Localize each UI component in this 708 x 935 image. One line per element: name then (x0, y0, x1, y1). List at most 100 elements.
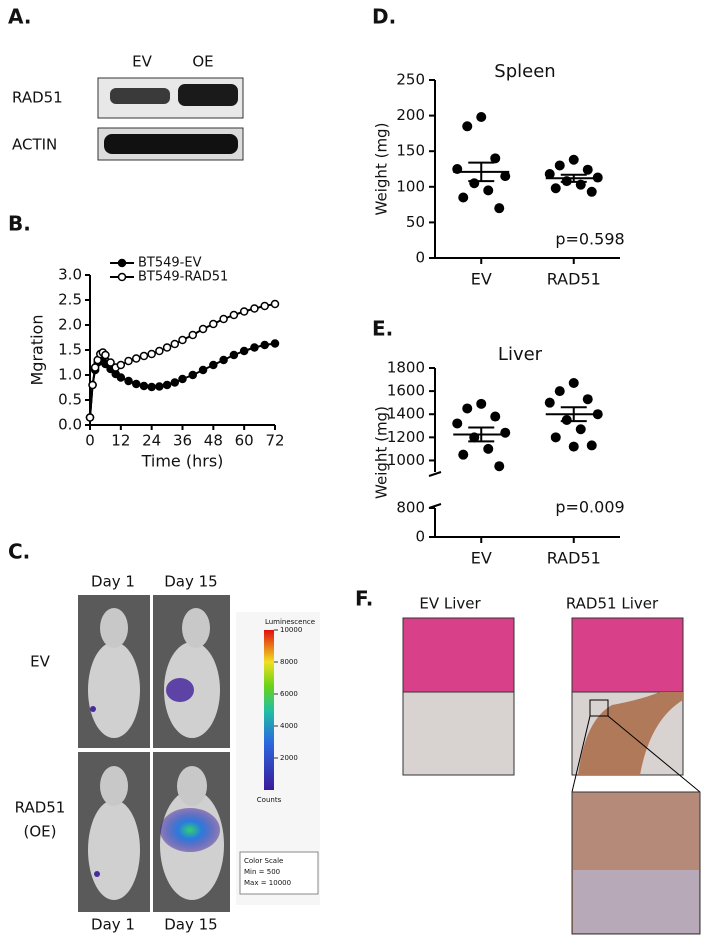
chart-title: Spleen (494, 61, 555, 82)
point (582, 394, 593, 405)
y-axis-label: Mgration (28, 315, 47, 386)
y-tick-label: 2.0 (58, 316, 82, 334)
point (568, 154, 579, 165)
legend-marker (117, 272, 127, 282)
colorbar-tick-label: 4000 (280, 722, 298, 730)
y-tick-label: 3.0 (58, 266, 82, 284)
point (162, 343, 172, 352)
point (124, 356, 133, 366)
column-label: Day 1 (91, 916, 135, 934)
y-tick-label: 1.5 (58, 341, 82, 359)
point (270, 299, 280, 309)
x-tick-label: 36 (173, 432, 192, 450)
legend-label: BT549-EV (138, 256, 202, 271)
point (170, 339, 180, 349)
y-tick-label: 2.5 (58, 291, 82, 309)
point (483, 443, 494, 454)
point (586, 186, 597, 197)
point (462, 403, 473, 414)
y-axis-label: Weight (mg) (373, 406, 391, 499)
colorbar-tick-label: 8000 (280, 658, 298, 666)
column-label: EV Liver (419, 595, 481, 613)
point (550, 183, 561, 194)
point (544, 168, 555, 179)
blot (97, 77, 244, 161)
point (561, 415, 572, 425)
error-bar (560, 406, 587, 423)
point (250, 304, 259, 313)
legend-label: BT549-RAD51 (138, 270, 228, 285)
point (132, 379, 141, 389)
mouse-images (78, 595, 230, 912)
x-tick-label: 0 (85, 432, 95, 450)
point (575, 424, 586, 435)
point (568, 378, 579, 389)
point (209, 360, 218, 370)
y-tick-label: 200 (396, 106, 425, 124)
point (500, 171, 511, 182)
y-tick-label: 0.0 (58, 416, 82, 434)
colorbar-tick-label: 2000 (280, 754, 298, 762)
colorbar-panel (236, 612, 320, 905)
y-axis-label: Weight (mg) (373, 123, 391, 216)
point (490, 153, 501, 164)
point (494, 203, 505, 214)
y-tick-label: 250 (396, 71, 425, 89)
x-tick-label: 72 (265, 432, 284, 450)
point (219, 355, 228, 365)
point (260, 301, 269, 311)
point (198, 365, 208, 375)
point (209, 319, 218, 329)
panel-label: C. (8, 540, 30, 564)
x-tick-label: EV (471, 549, 492, 568)
chart-title: Liver (498, 344, 543, 365)
point (88, 380, 97, 390)
panel-label: B. (8, 212, 31, 236)
error-bar (468, 426, 495, 443)
point (554, 386, 565, 397)
column-label: Day 1 (91, 573, 135, 591)
y-tick-label: 150 (396, 142, 425, 160)
lane-label: OE (192, 53, 213, 71)
point (270, 339, 280, 348)
x-tick-label: RAD51 (547, 270, 601, 289)
y-tick-label: 0.5 (58, 391, 82, 409)
colorbar-legend: Color Scale (244, 857, 283, 865)
point (147, 349, 156, 359)
y-tick-label: 1.0 (58, 366, 82, 384)
point (90, 363, 100, 372)
colorbar-tick-label: 6000 (280, 690, 298, 698)
y-tick-label: 800 (396, 499, 425, 517)
point (155, 382, 164, 391)
point (147, 382, 156, 392)
y-tick-label: 50 (406, 213, 425, 231)
point (483, 185, 494, 196)
y-tick-label: 1800 (387, 359, 425, 377)
x-tick-label: 24 (142, 432, 161, 450)
y-tick-label: 1600 (387, 382, 425, 400)
point (198, 324, 208, 334)
panel-label: E. (372, 317, 393, 341)
point (476, 112, 487, 123)
point (458, 449, 469, 460)
column-label: RAD51 Liver (566, 595, 659, 613)
point (101, 350, 110, 360)
point (260, 340, 269, 350)
point (188, 330, 198, 340)
point (490, 411, 501, 422)
colorbar-tick-label: 10000 (280, 626, 302, 634)
x-tick-label: 60 (235, 432, 254, 450)
point (582, 164, 593, 175)
point (250, 343, 259, 352)
point (544, 397, 555, 408)
axis-break (428, 471, 442, 477)
panel-label: D. (372, 5, 396, 29)
point (116, 373, 126, 382)
point (132, 354, 141, 363)
point (554, 160, 565, 171)
point (178, 374, 187, 384)
row-label: (OE) (24, 823, 57, 841)
line-series (89, 303, 276, 418)
colorbar-legend: Max = 10000 (244, 879, 291, 887)
